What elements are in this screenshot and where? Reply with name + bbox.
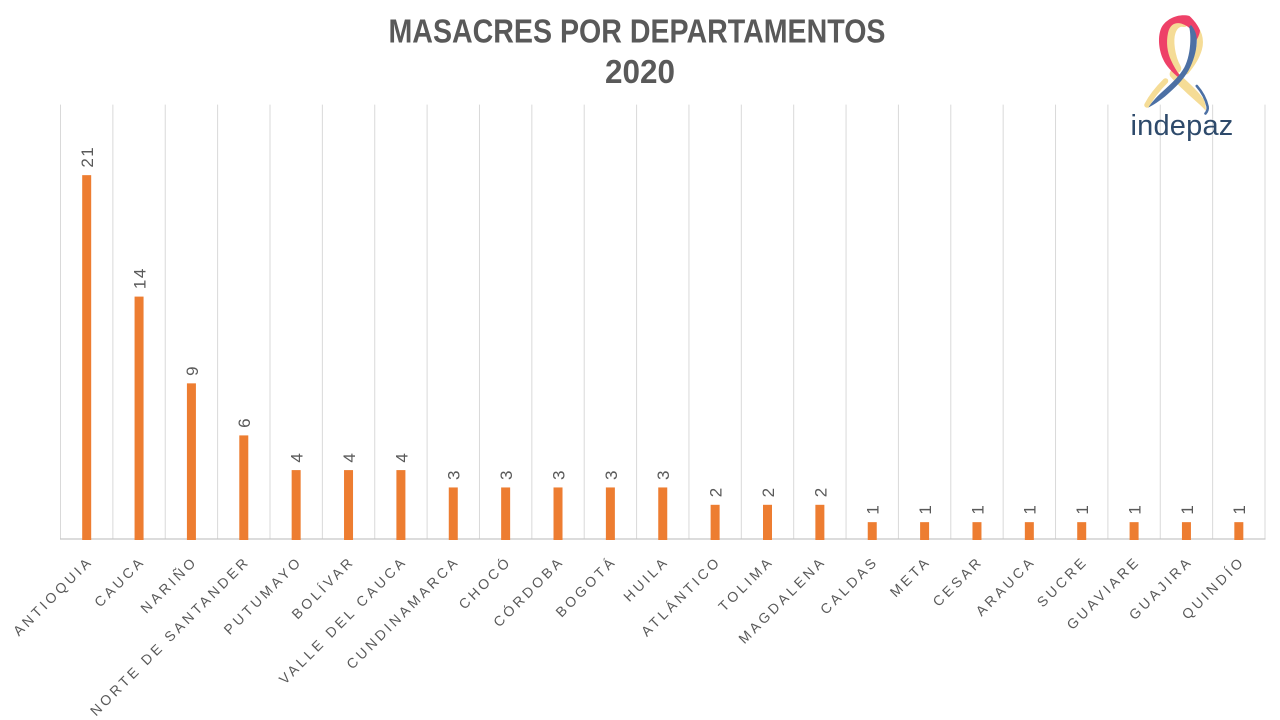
svg-text:3: 3	[654, 469, 673, 480]
svg-text:9: 9	[183, 365, 202, 376]
svg-text:2: 2	[759, 486, 778, 497]
svg-text:3: 3	[549, 469, 568, 480]
svg-text:21: 21	[78, 146, 97, 168]
svg-text:1: 1	[916, 504, 935, 515]
svg-text:4: 4	[392, 452, 411, 463]
svg-text:4: 4	[340, 452, 359, 463]
svg-text:3: 3	[497, 469, 516, 480]
svg-text:14: 14	[130, 267, 149, 289]
svg-text:4: 4	[288, 452, 307, 463]
svg-text:2: 2	[707, 486, 726, 497]
svg-text:MASACRES POR DEPARTAMENTOS: MASACRES POR DEPARTAMENTOS	[389, 14, 886, 51]
svg-text:1: 1	[968, 504, 987, 515]
svg-text:1: 1	[1125, 504, 1144, 515]
svg-text:2: 2	[811, 486, 830, 497]
svg-text:3: 3	[602, 469, 621, 480]
svg-text:1: 1	[1073, 504, 1092, 515]
svg-text:indepaz: indepaz	[1131, 110, 1234, 142]
svg-text:1: 1	[864, 504, 883, 515]
svg-text:1: 1	[1021, 504, 1040, 515]
svg-text:6: 6	[235, 417, 254, 428]
svg-text:3: 3	[445, 469, 464, 480]
svg-text:2020: 2020	[605, 54, 675, 91]
svg-text:1: 1	[1230, 504, 1249, 515]
svg-text:1: 1	[1178, 504, 1197, 515]
